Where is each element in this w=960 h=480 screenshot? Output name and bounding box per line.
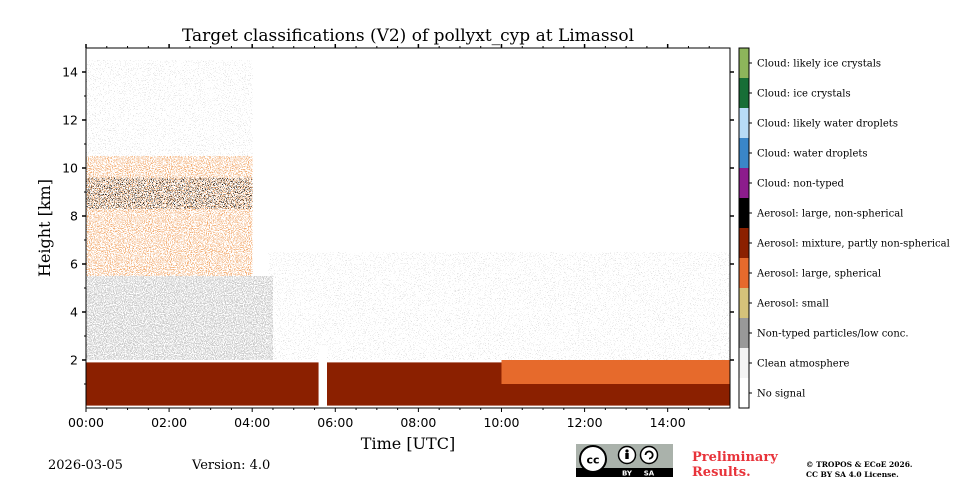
colorbar-swatch-no-signal (739, 378, 749, 408)
colorbar-label-cloud-non-typed: Cloud: non-typed (757, 179, 845, 190)
x-tick-label-4: 08:00 (400, 415, 436, 430)
colorbar-swatch-cloud-likely-ice-crystals (739, 48, 749, 78)
x-tick-label-7: 14:00 (650, 415, 686, 430)
x-tick-label-0: 00:00 (68, 415, 104, 430)
colorbar-swatch-aerosol-small (739, 288, 749, 318)
y-axis: 2 4 6 8 10 12 14 (62, 65, 734, 385)
x-tick-label-2: 04:00 (234, 415, 270, 430)
colorbar-swatch-cloud-water-droplets (739, 138, 749, 168)
regions-layer (86, 345, 730, 408)
colorbar-swatch-clean-atmosphere (739, 348, 749, 378)
colorbar-label-aerosol-mixture-partly-non-spherical: Aerosol: mixture, partly non-spherical (756, 239, 950, 250)
colorbar-swatch-cloud-likely-water-droplets (739, 108, 749, 138)
x-axis-label: Time [UTC] (361, 434, 455, 453)
colorbar-label-non-typed-particles-low-conc: Non-typed particles/low conc. (757, 329, 909, 340)
plot-frame (85, 47, 731, 409)
copyright-line-2: CC BY SA 4.0 License. (806, 470, 899, 479)
colorbar-label-cloud-likely-water-droplets: Cloud: likely water droplets (757, 119, 898, 130)
copyright-line-1: © TROPOS & ECoE 2026. (806, 460, 913, 469)
y-tick-label-2: 6 (70, 257, 78, 272)
colorbar-label-no-signal: No signal (757, 389, 805, 400)
colorbar-frame (738, 47, 750, 409)
plot-area (86, 48, 730, 408)
cc-by-sa-badge: cc BY SA (576, 444, 673, 477)
preliminary-results-note: Preliminary Results. (692, 450, 778, 480)
texture-orange-sparse-3 (86, 60, 253, 156)
texture-sparse-right (268, 252, 730, 360)
cc-badge-by-text: BY (622, 470, 633, 478)
legend-colorbar: No signal Clean atmosphere Non-typed parti… (738, 47, 950, 409)
colorbar-label-cloud-likely-ice-crystals: Cloud: likely ice crystals (757, 59, 881, 70)
x-tick-label-5: 10:00 (483, 415, 519, 430)
colorbar-swatch-aerosol-large-spherical (739, 258, 749, 288)
x-axis: 00:00 02:00 04:00 06:00 08:00 10:00 12:00 14:00 (68, 44, 710, 430)
colorbar-swatch-non-typed-particles-low-conc (739, 318, 749, 348)
y-tick-label-0: 2 (70, 353, 78, 368)
version-label: Version: 4.0 (192, 458, 271, 473)
share-alike-icon (639, 445, 659, 465)
colorbar-label-aerosol-large-spherical: Aerosol: large, spherical (756, 269, 881, 280)
texture-gray-2 (86, 276, 273, 360)
cc-badge-sa-text: SA (644, 470, 655, 478)
preliminary-line-2: Results. (692, 465, 751, 480)
colorbar-label-aerosol-small: Aerosol: small (756, 299, 829, 310)
colorbar-label-aerosol-large-non-spherical: Aerosol: large, non-spherical (756, 209, 903, 220)
y-tick-label-1: 4 (70, 305, 78, 320)
colorbar-label-clean-atmosphere: Clean atmosphere (757, 359, 850, 370)
colorbar-label-cloud-ice-crystals: Cloud: ice crystals (757, 89, 851, 100)
texture-black-4 (86, 177, 253, 209)
x-tick-label-1: 02:00 (151, 415, 187, 430)
copyright-note: © TROPOS & ECoE 2026. CC BY SA 4.0 Licen… (806, 460, 913, 480)
x-tick-label-3: 06:00 (317, 415, 353, 430)
x-tick-label-6: 12:00 (567, 415, 603, 430)
texture-layer (86, 60, 730, 408)
colorbar-label-cloud-water-droplets: Cloud: water droplets (757, 149, 868, 160)
date-label: 2026-03-05 (48, 458, 123, 473)
y-tick-label-6: 14 (62, 65, 78, 80)
y-tick-label-5: 12 (62, 113, 78, 128)
y-axis-label: Height [km] (35, 179, 54, 277)
colorbar-swatch-cloud-non-typed (739, 168, 749, 198)
texture-orange-3 (86, 156, 253, 276)
colorbar-swatch-aerosol-large-non-spherical (739, 198, 749, 228)
y-tick-label-4: 10 (62, 161, 78, 176)
region-1-aerosol-large-spherical (501, 360, 730, 384)
y-tick-label-3: 8 (70, 209, 78, 224)
preliminary-line-1: Preliminary (692, 450, 778, 465)
no-signal-gap (318, 345, 327, 408)
chart-title: Target classifications (V2) of pollyxt_c… (182, 26, 634, 46)
cc-badge-cc-text: cc (586, 454, 599, 467)
colorbar-swatch-aerosol-mixture-partly-non-spherical (739, 228, 749, 258)
colorbar-swatch-cloud-ice-crystals (739, 78, 749, 108)
